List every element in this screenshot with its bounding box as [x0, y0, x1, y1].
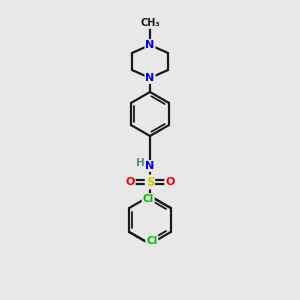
- Text: N: N: [146, 161, 154, 171]
- Text: N: N: [146, 40, 154, 50]
- Text: N: N: [146, 73, 154, 83]
- Text: S: S: [146, 176, 154, 188]
- Text: O: O: [165, 177, 175, 187]
- Text: Cl: Cl: [146, 236, 158, 246]
- Text: CH₃: CH₃: [140, 18, 160, 28]
- Text: O: O: [125, 177, 135, 187]
- Text: Cl: Cl: [142, 194, 154, 204]
- Text: H: H: [136, 158, 144, 168]
